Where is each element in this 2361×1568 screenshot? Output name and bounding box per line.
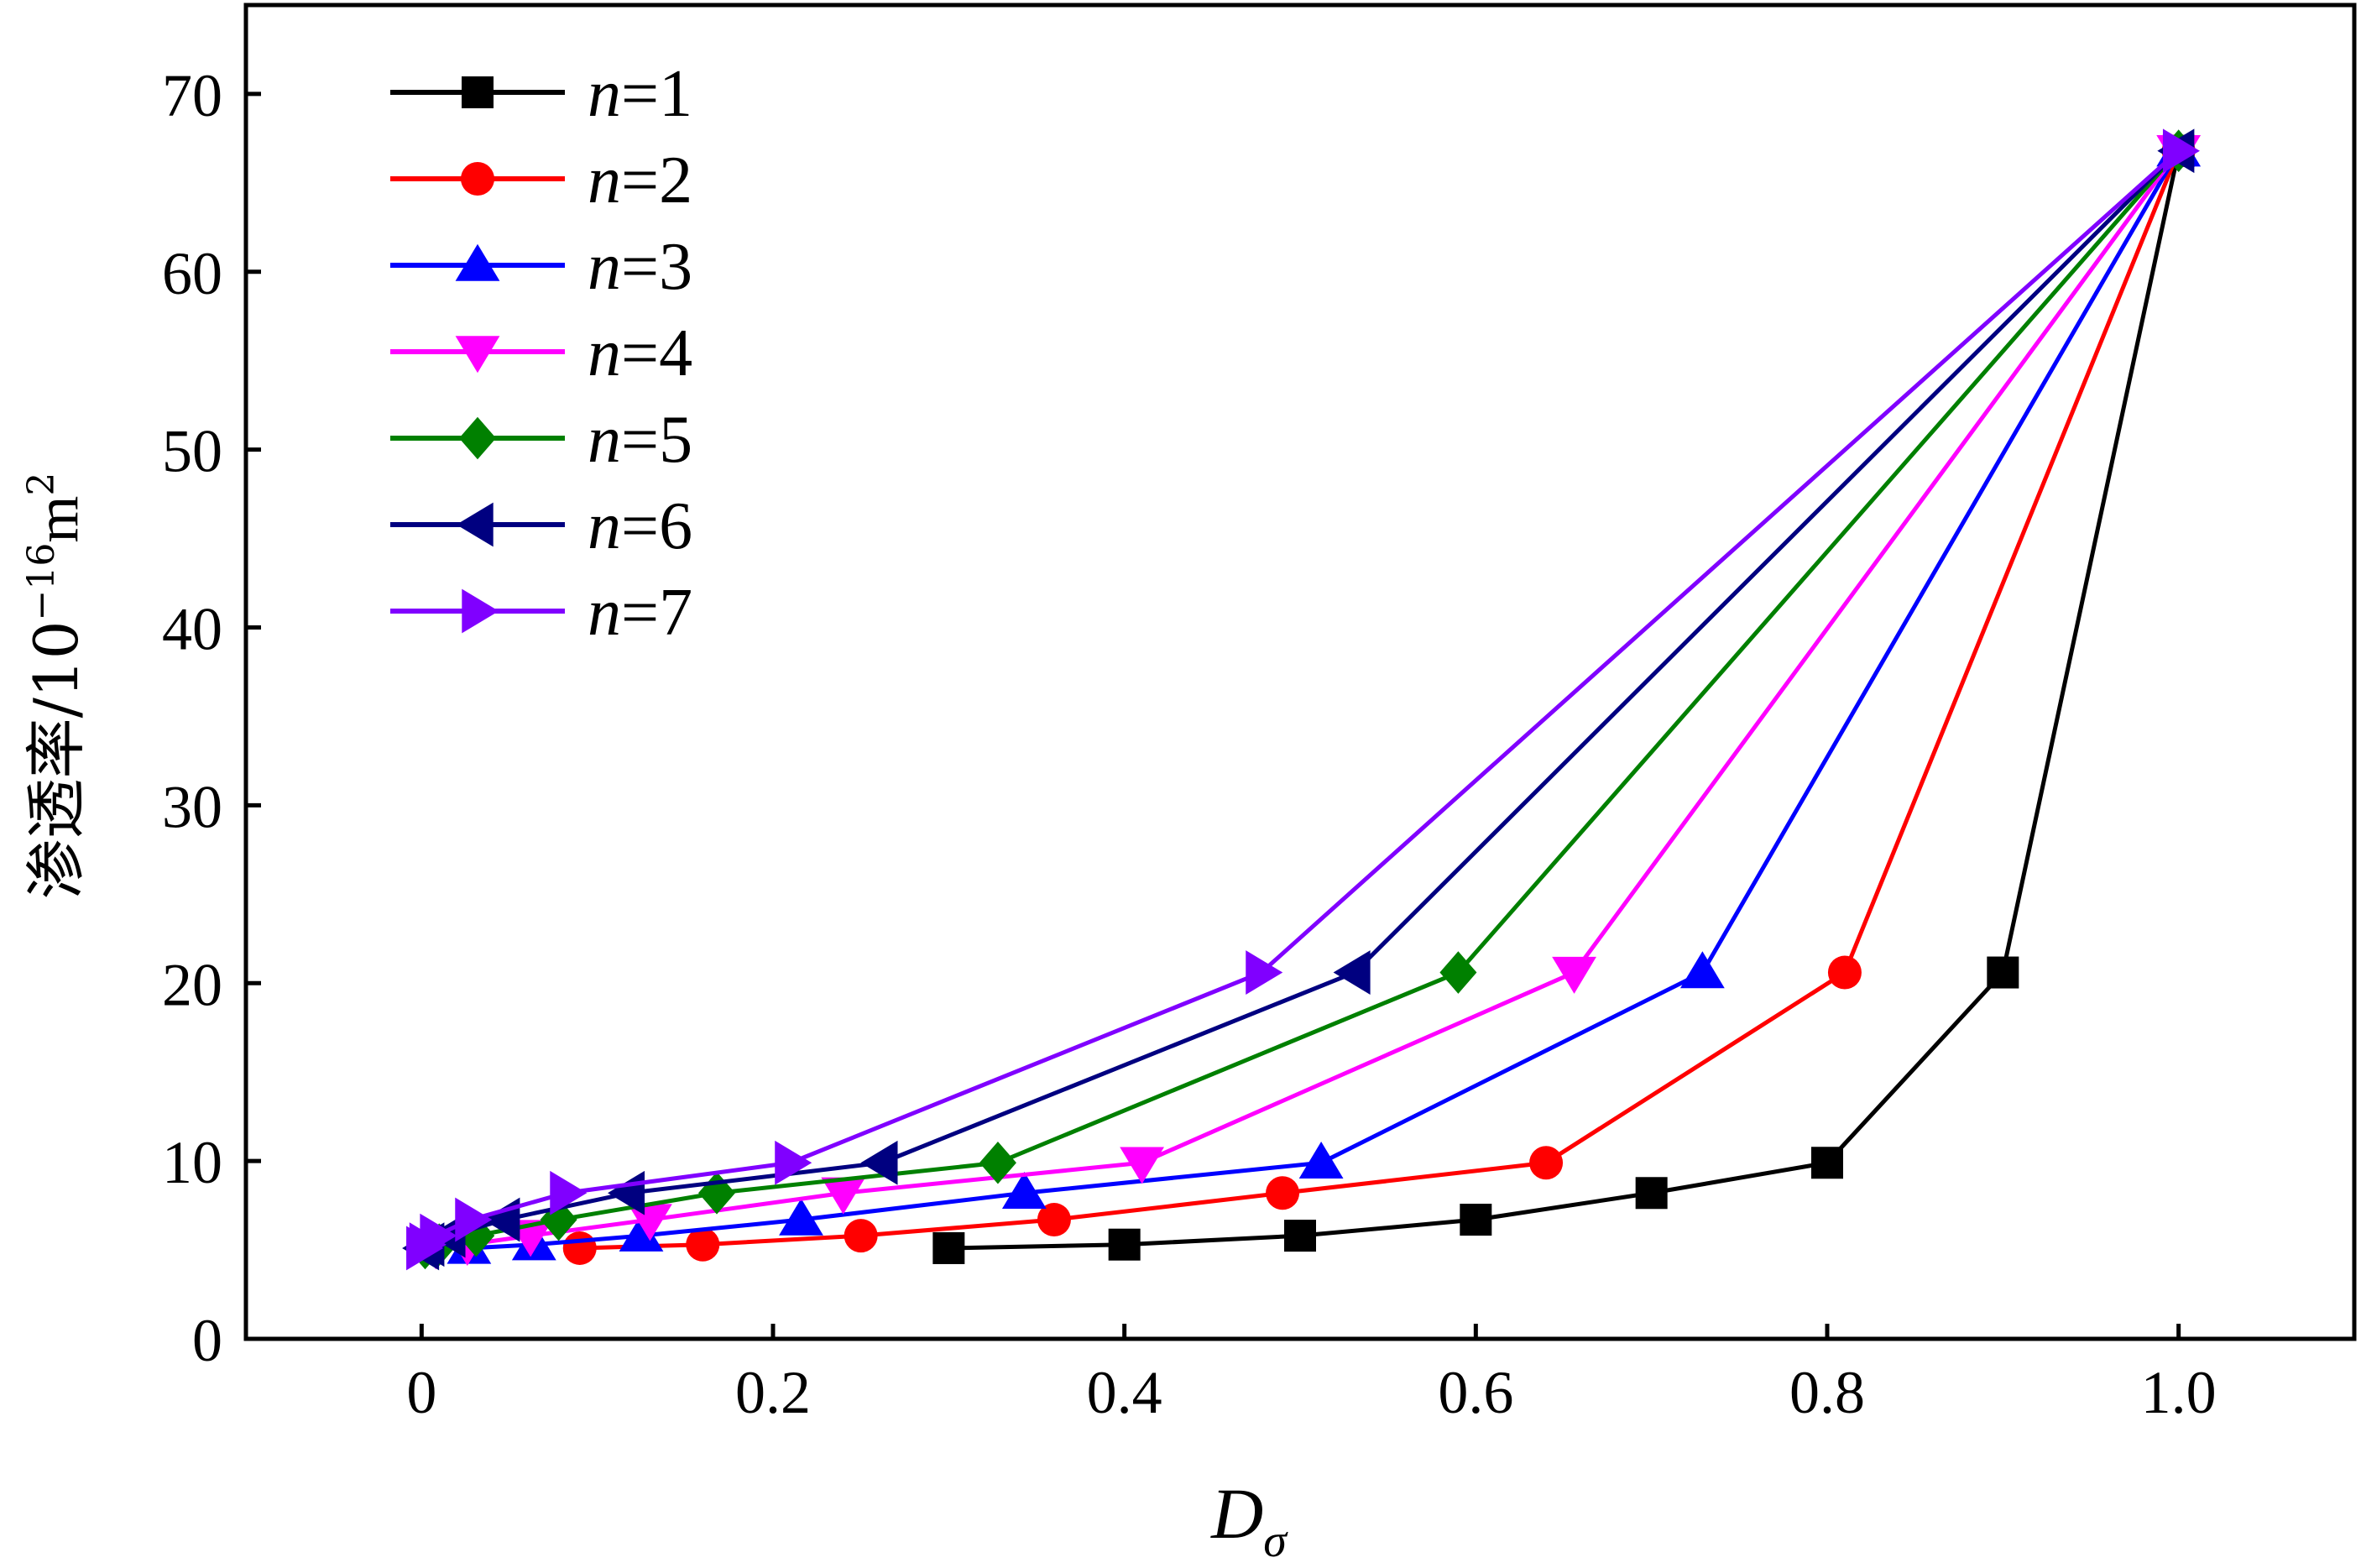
legend-marker	[456, 502, 494, 547]
legend-label: n=6	[588, 489, 692, 563]
legend-marker	[461, 162, 494, 196]
data-point	[1246, 950, 1283, 995]
y-tick-label: 0	[192, 1307, 222, 1374]
series-line	[468, 149, 2181, 1251]
data-point	[1037, 1203, 1071, 1237]
data-point	[686, 1227, 720, 1262]
data-point	[1460, 1204, 1492, 1236]
series-3	[447, 129, 2202, 1264]
legend-item: n=2	[390, 144, 692, 217]
data-point	[1987, 956, 2019, 989]
series-7	[406, 128, 2200, 1271]
series-line	[948, 150, 2181, 1251]
y-tick-label: 70	[162, 62, 222, 129]
series-line	[435, 149, 2181, 1251]
legend-item: n=7	[390, 576, 692, 650]
data-point	[1120, 1147, 1164, 1184]
legend-label: n=2	[588, 144, 692, 217]
y-axis-label: 渗透率/10−16m2	[20, 473, 91, 900]
series-line	[424, 149, 2181, 1251]
data-point	[562, 1231, 597, 1265]
tick-layer: 0 0.2 0.4 0.6 0.8 1.0 0 10 20 30 40 50 60 70	[162, 62, 2217, 1426]
x-tick-label: 1.0	[2141, 1359, 2217, 1426]
data-point	[1811, 1147, 1843, 1179]
legend-item: n=1	[390, 57, 692, 131]
data-point	[1284, 1220, 1316, 1252]
legend: n=1 n=2 n=3 n=4 n=5 n=6 n=7	[390, 57, 692, 650]
data-point	[860, 1140, 898, 1185]
data-point	[628, 1204, 672, 1241]
series-layer	[402, 128, 2202, 1271]
legend-marker	[462, 588, 499, 634]
series-line	[422, 149, 2181, 1251]
x-tick-label: 0.8	[1789, 1359, 1865, 1426]
x-axis-label: Dσ	[1210, 1473, 1288, 1567]
series-2	[562, 133, 2196, 1265]
series-line	[420, 149, 2181, 1250]
legend-item: n=3	[390, 230, 692, 304]
data-point	[775, 1140, 812, 1185]
data-point	[932, 1231, 965, 1264]
y-tick-label: 20	[162, 951, 222, 1018]
legend-label: n=3	[588, 230, 692, 304]
data-point	[550, 1170, 588, 1215]
legend-label: n=4	[588, 316, 692, 390]
data-point	[979, 1141, 1016, 1184]
plot-frame	[243, 3, 2357, 1341]
y-tick-label: 10	[162, 1129, 222, 1196]
legend-item: n=6	[390, 489, 692, 563]
legend-marker	[455, 243, 500, 281]
data-point	[821, 1177, 866, 1215]
y-tick-label: 60	[162, 240, 222, 307]
legend-item: n=5	[390, 403, 692, 477]
data-point	[1679, 951, 1725, 989]
legend-label: n=1	[588, 57, 692, 131]
y-tick-label: 40	[162, 596, 222, 663]
plot-border	[243, 3, 2357, 1341]
legend-item: n=4	[390, 316, 692, 390]
legend-label: n=5	[588, 403, 692, 477]
data-point	[455, 1197, 493, 1242]
data-point	[1552, 956, 1596, 994]
data-point	[1108, 1228, 1141, 1261]
data-point	[844, 1219, 878, 1253]
data-point	[2162, 128, 2200, 174]
legend-marker	[455, 336, 500, 374]
data-point	[1298, 1141, 1344, 1179]
data-point	[1439, 951, 1477, 994]
data-point	[1333, 950, 1371, 995]
x-tick-label: 0.6	[1438, 1359, 1513, 1426]
y-tick-label: 50	[162, 418, 222, 485]
data-point	[1635, 1177, 1668, 1210]
series-line	[579, 149, 2181, 1251]
data-point	[1827, 955, 1862, 990]
y-tick-label: 30	[162, 773, 222, 840]
x-tick-label: 0.4	[1087, 1359, 1162, 1426]
legend-marker	[462, 76, 494, 108]
series-4	[413, 135, 2202, 1270]
data-point	[1266, 1176, 1300, 1210]
data-point	[420, 1213, 457, 1258]
data-point	[1001, 1171, 1047, 1209]
legend-marker	[459, 416, 496, 460]
data-point	[779, 1198, 823, 1236]
data-point	[1529, 1146, 1564, 1180]
x-tick-label: 0.2	[735, 1359, 811, 1426]
data-point	[619, 1214, 664, 1252]
legend-label: n=7	[588, 576, 692, 650]
x-tick-label: 0	[406, 1359, 436, 1426]
